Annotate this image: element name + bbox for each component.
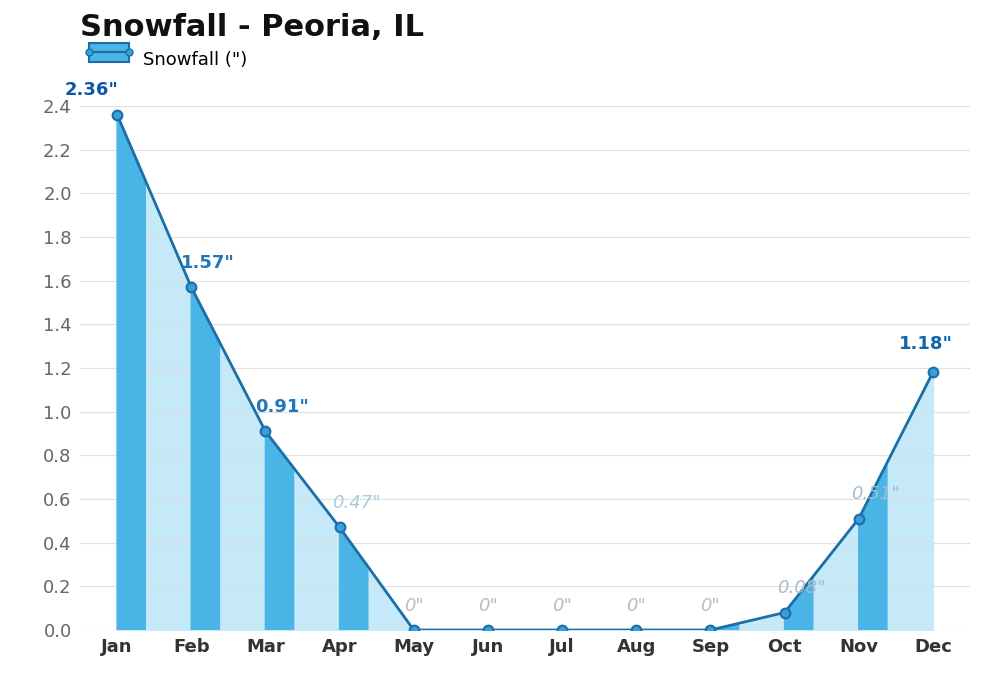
Polygon shape	[785, 577, 813, 630]
Text: 0.08": 0.08"	[777, 579, 825, 597]
Text: 1.57": 1.57"	[181, 254, 235, 272]
Text: 0": 0"	[701, 596, 720, 615]
Polygon shape	[117, 115, 145, 630]
Text: Snowfall - Peoria, IL: Snowfall - Peoria, IL	[80, 13, 424, 42]
Text: 0": 0"	[626, 596, 646, 615]
Legend: Snowfall ("): Snowfall (")	[89, 49, 247, 69]
Text: 2.36": 2.36"	[64, 81, 118, 99]
Text: 1.18": 1.18"	[898, 335, 952, 353]
Polygon shape	[340, 527, 368, 630]
Polygon shape	[710, 624, 739, 630]
Text: 0": 0"	[552, 596, 572, 615]
Polygon shape	[191, 287, 219, 630]
Polygon shape	[265, 431, 294, 630]
Text: 0.47": 0.47"	[332, 494, 380, 512]
Text: 0.51": 0.51"	[851, 485, 899, 503]
Polygon shape	[859, 463, 887, 630]
Text: 0": 0"	[478, 596, 498, 615]
Text: 0": 0"	[404, 596, 424, 615]
Text: 0.91": 0.91"	[255, 398, 309, 416]
